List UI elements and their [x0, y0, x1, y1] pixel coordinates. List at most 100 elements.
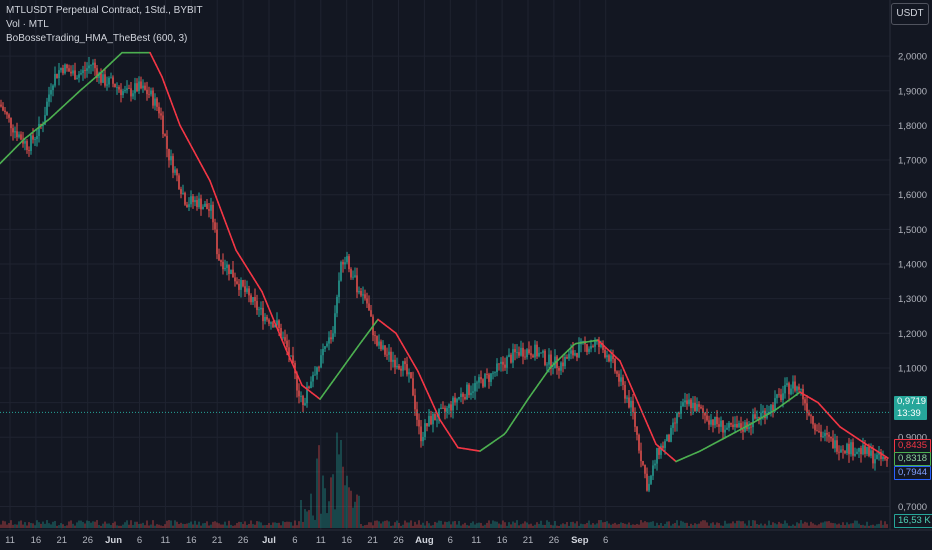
- candle-body: [628, 397, 630, 408]
- candle-body: [862, 445, 864, 455]
- candle-body: [50, 90, 52, 95]
- candle-body: [410, 372, 412, 379]
- candle-body: [22, 139, 24, 144]
- volume-bar: [206, 521, 208, 528]
- time-tick-label: Jun: [105, 535, 122, 546]
- volume-bar: [354, 501, 356, 528]
- candle-body: [216, 229, 218, 255]
- volume-bar: [324, 488, 326, 528]
- candle-body: [668, 434, 670, 442]
- volume-bar: [672, 523, 674, 528]
- candle-body: [136, 83, 138, 91]
- volume-bar: [686, 522, 688, 528]
- price-tick-label: 0,7000: [898, 502, 927, 513]
- volume-bar: [810, 521, 812, 528]
- volume-bar: [752, 520, 754, 528]
- volume-bar: [362, 525, 364, 528]
- candle-body: [346, 256, 348, 263]
- candle-body: [164, 134, 166, 136]
- candle-body: [736, 423, 738, 428]
- volume-bar: [618, 524, 620, 528]
- candle-body: [514, 349, 516, 353]
- volume-legend[interactable]: Vol · MTL: [6, 19, 49, 30]
- candle-body: [380, 341, 382, 350]
- candle-body: [188, 204, 190, 208]
- volume-bar: [464, 522, 466, 528]
- candle-body: [610, 355, 612, 362]
- volume-bar: [76, 522, 78, 528]
- volume-bar: [378, 521, 380, 528]
- volume-bar: [44, 523, 46, 528]
- volume-bar: [602, 522, 604, 528]
- volume-bar: [790, 525, 792, 528]
- candle-body: [92, 62, 94, 65]
- candle-body: [126, 88, 128, 91]
- candle-body: [160, 113, 162, 116]
- candle-body: [446, 407, 448, 412]
- hma-segment: [885, 455, 889, 459]
- candle-body: [882, 457, 884, 459]
- volume-bar: [676, 520, 678, 528]
- candle-body: [780, 394, 782, 401]
- candle-body: [856, 451, 858, 454]
- volume-bar: [62, 524, 64, 528]
- volume-bar: [298, 521, 300, 528]
- candle-body: [230, 269, 232, 274]
- volume-bar: [42, 521, 44, 528]
- candle-body: [436, 419, 438, 421]
- candle-body: [88, 65, 90, 69]
- candle-body: [694, 402, 696, 412]
- candle-body: [278, 320, 280, 328]
- candle-body: [96, 68, 98, 78]
- candle-body: [192, 196, 194, 203]
- hma-segment: [647, 424, 651, 432]
- candle-body: [824, 433, 826, 437]
- candle-body: [12, 128, 14, 133]
- hma-segment: [173, 108, 177, 116]
- indicator-legend[interactable]: BoBosseTrading_HMA_TheBest (600, 3): [6, 33, 188, 44]
- volume-bar: [154, 525, 156, 528]
- candle-body: [682, 402, 684, 407]
- volume-bar: [342, 466, 344, 528]
- candle-body: [696, 404, 698, 412]
- candle-body: [878, 452, 880, 455]
- time-tick-label: 21: [523, 535, 534, 546]
- volume-bar: [770, 524, 772, 528]
- hma-segment: [175, 113, 179, 121]
- candle-body: [822, 436, 824, 438]
- volume-bar: [20, 520, 22, 528]
- volume-bar: [8, 523, 10, 528]
- candle-body: [492, 372, 494, 374]
- candle-body: [652, 465, 654, 476]
- candle-body: [220, 260, 222, 262]
- volume-bar: [370, 522, 372, 528]
- candle-body: [20, 134, 22, 140]
- hma-segment: [431, 401, 435, 408]
- volume-bar: [340, 440, 342, 528]
- volume-bar: [734, 523, 736, 528]
- volume-bar: [872, 524, 874, 528]
- candle-body: [806, 403, 808, 413]
- volume-bar: [826, 521, 828, 528]
- candle-body: [776, 394, 778, 399]
- volume-bar: [668, 521, 670, 528]
- candle-body: [388, 351, 390, 355]
- candle-body: [420, 426, 422, 442]
- volume-bar: [226, 525, 228, 528]
- candle-body: [782, 393, 784, 401]
- symbol-title[interactable]: MTLUSDT Perpetual Contract, 1Std., BYBIT: [6, 5, 203, 16]
- currency-button[interactable]: USDT: [891, 3, 929, 25]
- candle-body: [846, 443, 848, 454]
- candle-body: [392, 359, 394, 362]
- volume-bar: [558, 525, 560, 528]
- volume-bar: [496, 521, 498, 528]
- candle-body: [764, 410, 766, 419]
- candle-body: [106, 84, 108, 86]
- hma-red-tag: 0,8435: [894, 439, 932, 453]
- volume-bar: [398, 522, 400, 528]
- volume-bar: [704, 520, 706, 528]
- time-axis[interactable]: 11 16 21 26 Jun 6 11 16 21 26 Jul 6 11 16 21 26 Aug 6 11 16…: [5, 535, 608, 546]
- volume-bar: [750, 525, 752, 528]
- candle-body: [382, 345, 384, 350]
